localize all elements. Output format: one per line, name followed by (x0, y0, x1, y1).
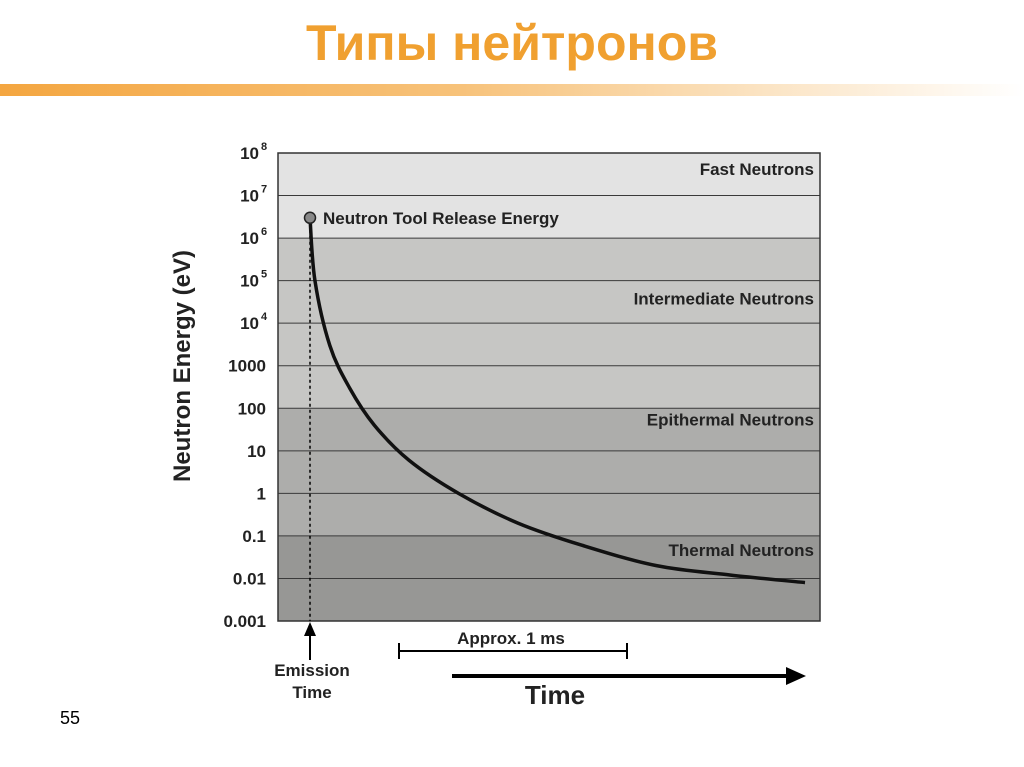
y-tick-label-3: 10 (240, 272, 259, 291)
energy-decay-curve (308, 217, 806, 585)
band-label-0: Fast Neutrons (700, 160, 814, 179)
title-underline (0, 84, 1024, 96)
y-axis-label: Neutron Energy (eV) (169, 250, 196, 482)
x-axis-label: Time (525, 680, 585, 710)
page-number: 55 (60, 708, 81, 728)
y-tick-label-2: 10 (240, 229, 259, 248)
scale-bar-label: Approx. 1 ms (457, 629, 565, 648)
y-tick-label-6: 100 (238, 399, 266, 418)
y-tick-label-11: 0.001 (223, 612, 266, 631)
y-tick-label-4: 10 (240, 314, 259, 333)
y-tick-label-8: 1 (257, 484, 266, 503)
band-label-1: Intermediate Neutrons (634, 290, 814, 309)
y-tick-exponent-4: 4 (261, 311, 268, 323)
y-tick-label-9: 0.1 (242, 527, 266, 546)
band-labels: Fast Neutrons Intermediate Neutrons Epithe… (634, 160, 814, 560)
release-energy-point (303, 211, 317, 225)
plot-frame (277, 152, 821, 622)
band-label-3: Thermal Neutrons (669, 541, 814, 560)
y-tick-exponent-3: 5 (261, 269, 267, 281)
emission-label-line2: Time (292, 683, 331, 702)
y-tick-label-1: 10 (240, 187, 259, 206)
y-tick-label-10: 0.01 (233, 569, 266, 588)
y-tick-exponent-1: 7 (261, 184, 267, 196)
y-tick-label-5: 1000 (228, 357, 266, 376)
time-arrow-head (786, 667, 806, 685)
slide-title: Типы нейтронов (306, 15, 718, 71)
band-2 (278, 408, 820, 536)
emission-arrow-head (304, 622, 316, 636)
y-tick-exponent-0: 8 (261, 141, 267, 153)
band-label-2: Epithermal Neutrons (647, 410, 814, 429)
y-tick-label-0: 10 (240, 144, 259, 163)
emission-label-line1: Emission (274, 661, 350, 680)
release-energy-label: Neutron Tool Release Energy (323, 209, 559, 228)
y-tick-exponent-2: 6 (261, 226, 267, 238)
y-tick-label-7: 10 (247, 442, 266, 461)
